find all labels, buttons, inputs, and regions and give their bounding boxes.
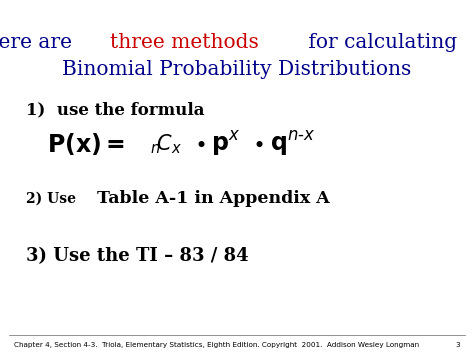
Text: $\bullet$: $\bullet$ <box>252 134 264 154</box>
Text: $\bullet$: $\bullet$ <box>194 134 206 154</box>
Text: 1)  use the formula: 1) use the formula <box>26 102 205 119</box>
Text: $\mathbf{p}^{\mathit{x}}$: $\mathbf{p}^{\mathit{x}}$ <box>211 129 240 158</box>
Text: Chapter 4, Section 4-3.  Triola, Elementary Statistics, Eighth Edition. Copyrigh: Chapter 4, Section 4-3. Triola, Elementa… <box>14 342 419 348</box>
Text: three methods: three methods <box>109 33 258 52</box>
Text: for calculating: for calculating <box>301 33 456 52</box>
Text: Table A-1 in Appendix A: Table A-1 in Appendix A <box>97 190 329 207</box>
Text: 3: 3 <box>455 342 460 348</box>
Text: $\mathbf{q}^{\mathit{n\text{-}x}}$: $\mathbf{q}^{\mathit{n\text{-}x}}$ <box>270 129 316 158</box>
Text: There are: There are <box>0 33 79 52</box>
Text: 3) Use the TI – 83 / 84: 3) Use the TI – 83 / 84 <box>26 247 249 264</box>
Text: $\mathbf{P(x) =}$: $\mathbf{P(x) =}$ <box>47 131 126 157</box>
Text: $_n\!C_x$: $_n\!C_x$ <box>150 132 182 155</box>
Text: Binomial Probability Distributions: Binomial Probability Distributions <box>63 60 411 79</box>
Text: 2) Use: 2) Use <box>26 192 81 206</box>
